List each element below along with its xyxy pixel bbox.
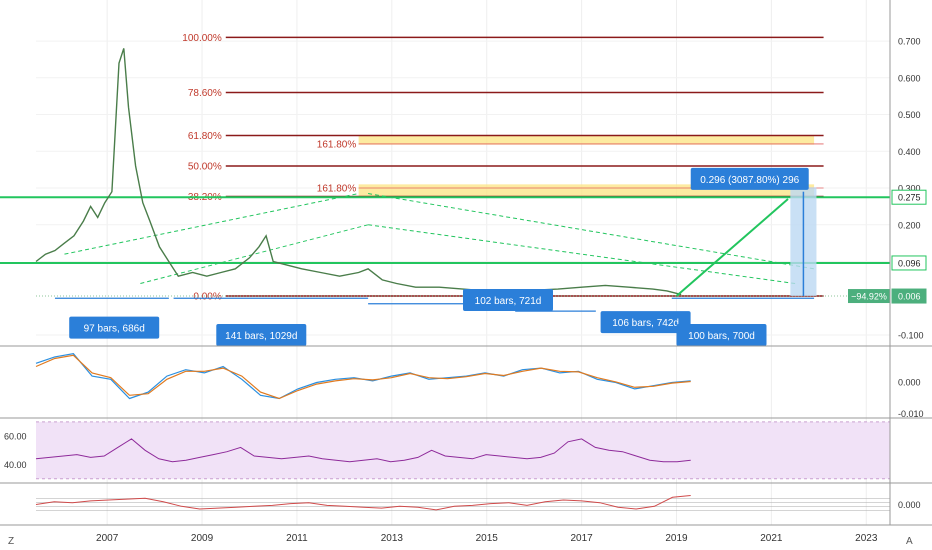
measure-label: 0.296 (3087.80%) 296 (700, 175, 799, 186)
bar-count-box (69, 316, 160, 339)
price-badge (891, 288, 927, 304)
rsi-tick-label: 40.00 (4, 460, 27, 470)
trend-line-dashed (368, 224, 796, 285)
rsi-line (35, 438, 691, 463)
osc-tick-label: 0.000 (898, 378, 921, 388)
corner-label-right: A (906, 536, 913, 547)
bar-count-box (600, 311, 691, 334)
trend-line-dashed (64, 193, 359, 255)
y-tick-label: 0.700 (898, 37, 921, 47)
extension-label: 161.80% (317, 184, 357, 195)
rsi-band (36, 421, 890, 479)
price-badge (891, 255, 927, 271)
bar-count-box (216, 323, 307, 346)
bar-count-label: 106 bars, 742d (612, 318, 679, 329)
fib-level-label: 78.60% (188, 88, 222, 99)
x-tick-label: 2021 (760, 533, 783, 544)
osc-tick-label: -0.010 (898, 409, 924, 419)
oscillator-line-orange (35, 354, 691, 400)
percent-badge-label: −94.92% (851, 292, 887, 302)
price-series-line (35, 48, 682, 296)
bar-count-label: 97 bars, 686d (84, 324, 145, 335)
x-tick-label: 2007 (96, 533, 119, 544)
bar-count-label: 141 bars, 1029d (225, 331, 297, 342)
projection-arrow (675, 198, 789, 297)
fib-level-label: 100.00% (182, 33, 222, 44)
extension-band (358, 135, 815, 145)
x-tick-label: 2013 (381, 533, 404, 544)
price-badge (891, 189, 927, 205)
bar-count-label: 100 bars, 700d (688, 331, 755, 342)
fib-level-label: 0.00% (193, 292, 221, 303)
measure-label-box (690, 167, 809, 190)
momentum-tick-label: 0.000 (898, 500, 921, 510)
price-badge-label: 0.006 (898, 292, 921, 302)
extension-label: 161.80% (317, 139, 357, 150)
x-tick-label: 2023 (855, 533, 878, 544)
percent-badge (848, 289, 890, 304)
rsi-panel (35, 421, 890, 480)
y-tick-label: 0.400 (898, 147, 921, 157)
x-tick-label: 2019 (665, 533, 688, 544)
fib-level-label: 50.00% (188, 161, 222, 172)
momentum-panel (35, 495, 890, 511)
corner-label-left: Z (8, 536, 14, 547)
price-panel: 100.00%78.60%61.80%50.00%38.20%0.00%161.… (0, 33, 890, 346)
momentum-line (35, 495, 691, 511)
trend-line-dashed (368, 193, 815, 270)
x-tick-label: 2011 (286, 533, 308, 544)
x-tick-label: 2017 (570, 533, 593, 544)
fib-level-label: 61.80% (188, 131, 222, 142)
y-tick-label: 0.200 (898, 220, 921, 230)
price-badge-label: 0.275 (898, 193, 921, 203)
x-tick-label: 2009 (191, 533, 214, 544)
y-tick-label: 0.500 (898, 110, 921, 120)
y-tick-label: 0.600 (898, 73, 921, 83)
oscillator-panel (35, 353, 691, 400)
bar-count-box (676, 323, 767, 346)
y-tick-label: 0.300 (898, 184, 921, 194)
price-badge-label: 0.096 (898, 258, 921, 268)
y-tick-label: -0.100 (898, 330, 924, 340)
rsi-tick-label: 60.00 (4, 432, 27, 442)
bar-count-box (463, 289, 553, 312)
bar-count-label: 102 bars, 721d (475, 296, 542, 307)
x-tick-label: 2015 (476, 533, 499, 544)
